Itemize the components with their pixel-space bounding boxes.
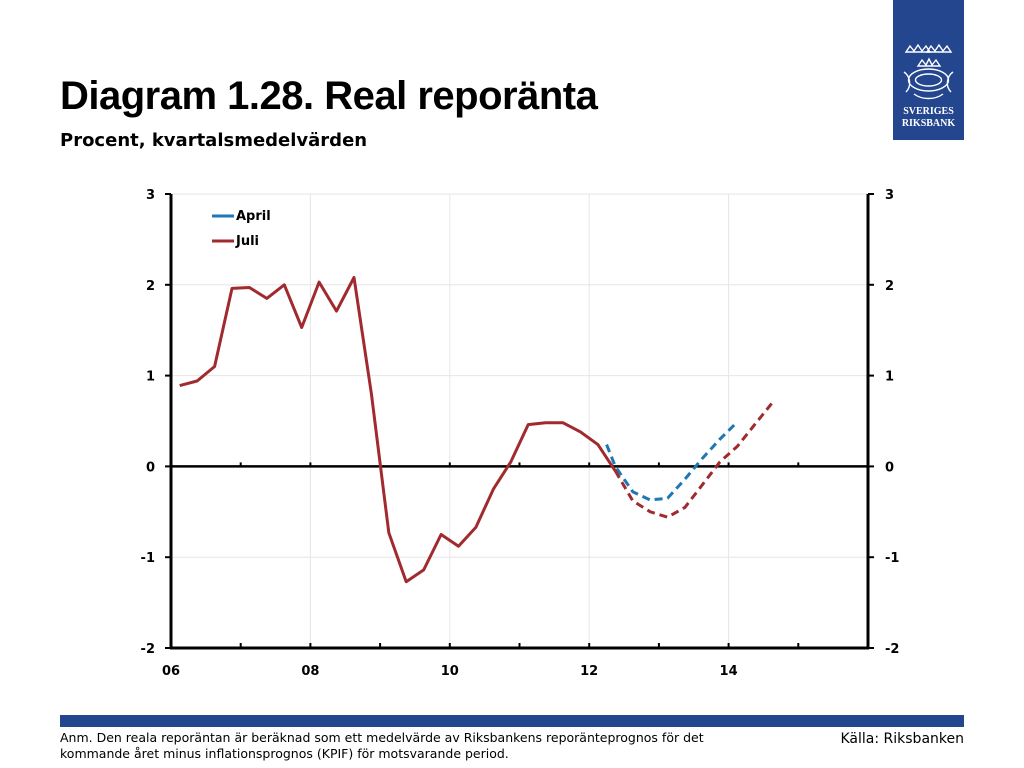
legend-label-juli: Juli [235, 234, 259, 249]
y-tick-label-right: 0 [885, 460, 894, 475]
footnote: Anm. Den reala reporäntan är beräknad so… [60, 730, 704, 761]
y-tick-label-right: 2 [885, 279, 894, 294]
y-tick-label-left: 0 [146, 460, 155, 475]
page-title: Diagram 1.28. Real reporänta [60, 74, 598, 118]
source-label: Källa: Riksbanken [840, 731, 965, 747]
x-tick-label: 08 [301, 664, 319, 679]
y-tick-label-right: 1 [885, 370, 894, 385]
logo-line-2: RIKSBANK [901, 118, 956, 129]
series-line-juli [179, 276, 617, 584]
riksbank-logo: SVERIGES RIKSBANK [893, 0, 964, 140]
x-tick-label: 10 [441, 664, 459, 679]
crown-emblem-icon [903, 43, 954, 100]
y-tick-label-right: -2 [885, 642, 899, 657]
footer-bar [60, 715, 964, 727]
y-tick-label-left: -1 [141, 551, 155, 566]
y-tick-label-right: 3 [885, 188, 894, 203]
y-tick-label-left: 1 [146, 370, 155, 385]
x-tick-label: 14 [720, 664, 738, 679]
series-forecast-juli [614, 401, 774, 519]
y-tick-label-left: 3 [146, 188, 155, 203]
y-tick-label-left: -2 [141, 642, 155, 657]
logo-line-1: SVERIGES [903, 106, 954, 117]
logo-text: SVERIGES RIKSBANK [893, 106, 964, 130]
x-tick-label: 06 [162, 664, 180, 679]
x-tick-label: 12 [580, 664, 598, 679]
page-subtitle: Procent, kvartalsmedelvärden [60, 130, 368, 151]
y-tick-label-left: 2 [146, 279, 155, 294]
series-forecast-april [605, 420, 739, 502]
legend-label-april: April [236, 209, 271, 224]
y-tick-label-right: -1 [885, 551, 899, 566]
